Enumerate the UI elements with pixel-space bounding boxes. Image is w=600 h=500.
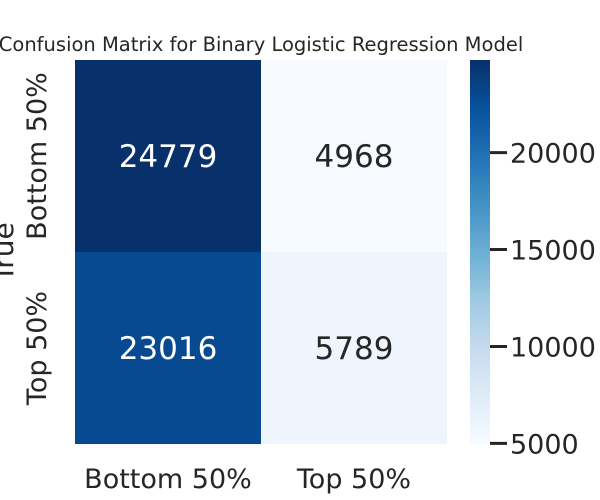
y-axis-label: True (0, 222, 20, 282)
chart-title: Confusion Matrix for Binary Logistic Reg… (0, 33, 523, 56)
colorbar-tick-label: 10000 (510, 332, 596, 363)
x-tick-label: Top 50% (296, 464, 411, 495)
y-tick-labels: Bottom 50% Top 50% (22, 72, 53, 406)
colorbar-tick-label: 15000 (510, 236, 596, 267)
y-tick-label: Bottom 50% (22, 72, 53, 240)
cell-value-label: 24779 (119, 139, 218, 175)
cell-value-label: 4968 (315, 139, 394, 175)
colorbar-tick-label: 20000 (510, 139, 596, 170)
heatmap-cell (75, 60, 261, 252)
heatmap-cell (261, 252, 447, 444)
heatmap-cells (75, 60, 447, 444)
x-tick-label: Bottom 50% (84, 464, 252, 495)
colorbar-ticks: 5000 10000 15000 20000 (490, 139, 596, 460)
cell-value-label: 5789 (315, 331, 394, 367)
colorbar (470, 60, 490, 444)
colorbar-tick-label: 5000 (510, 429, 579, 460)
x-tick-labels: Bottom 50% Top 50% (84, 464, 411, 495)
heatmap-cell (261, 60, 447, 252)
heatmap-cell-labels: 24779 4968 23016 5789 (119, 139, 394, 367)
y-tick-label: Top 50% (22, 291, 53, 406)
heatmap-cell (75, 252, 261, 444)
cell-value-label: 23016 (119, 331, 218, 367)
